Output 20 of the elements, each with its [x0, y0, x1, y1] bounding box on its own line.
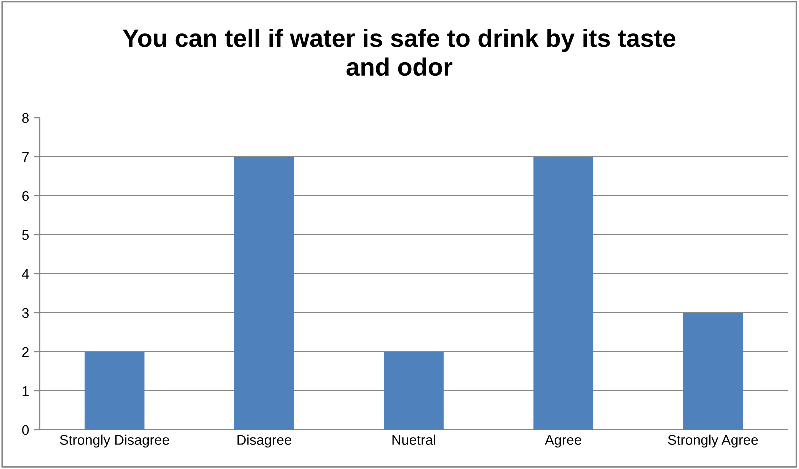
x-tick-label: Disagree [238, 434, 292, 448]
y-tick-label: 7 [22, 152, 29, 162]
bar [384, 352, 444, 430]
bar [683, 313, 744, 430]
y-tick-label: 8 [22, 113, 29, 124]
y-tick-label: 3 [22, 308, 29, 318]
x-tick-label: Strongly Disagree [60, 434, 170, 448]
chart-title: You can tell if water is safe to drink by its taste and odor [123, 28, 676, 76]
y-tick-label: 2 [22, 347, 29, 358]
y-tick-label: 6 [22, 191, 29, 202]
bar [84, 352, 145, 430]
y-tick-label: 4 [22, 269, 30, 280]
y-tick-label: 0 [22, 425, 30, 436]
y-tick-label: 1 [22, 386, 29, 396]
bar [234, 157, 294, 430]
x-tick-label: Nuetral [392, 434, 436, 446]
x-tick-label: Strongly Agree [668, 434, 758, 448]
x-tick-label: Agree [545, 435, 582, 448]
y-tick-label: 5 [22, 230, 29, 240]
bar [534, 157, 594, 430]
